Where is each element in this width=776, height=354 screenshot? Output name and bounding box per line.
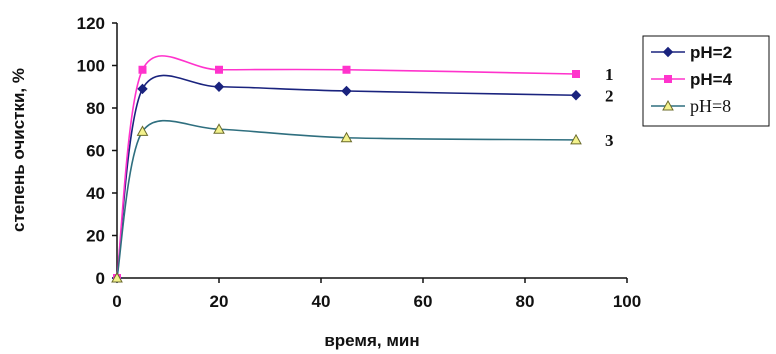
series-line	[116, 74, 577, 279]
legend-entry: pH=8	[651, 96, 731, 116]
x-tick-label: 20	[210, 292, 229, 311]
y-tick-label: 100	[77, 57, 105, 76]
curve-number-label: 2	[605, 86, 614, 105]
legend-label: pH=4	[690, 70, 733, 89]
curve-number-label: 3	[605, 131, 614, 150]
legend-marker	[662, 46, 674, 58]
series-line	[116, 119, 577, 279]
series-1	[111, 74, 582, 284]
y-tick-label: 40	[86, 184, 105, 203]
data-point	[215, 65, 223, 74]
data-point	[136, 125, 149, 136]
data-point	[342, 65, 351, 74]
curve-number-label: 1	[605, 65, 614, 84]
x-axis-title: время, мин	[324, 331, 419, 350]
x-tick-label: 100	[613, 292, 641, 311]
x-tick-label: 60	[414, 292, 433, 311]
data-point	[340, 131, 353, 143]
data-point	[213, 81, 225, 92]
data-point	[341, 85, 352, 97]
curve-labels: 2 1 3	[605, 65, 614, 150]
y-tick-label: 0	[96, 269, 105, 288]
data-point	[111, 271, 123, 283]
series-3	[111, 119, 582, 283]
data-point	[570, 133, 582, 145]
axes	[116, 23, 627, 279]
ticks: 0 20 40 60 80 100 120 0 20 40 60 80 100	[77, 14, 642, 311]
y-tick-label: 80	[86, 99, 105, 118]
legend: pH=2 pH=4 pH=8	[642, 35, 770, 127]
x-tick-label: 40	[312, 292, 331, 311]
x-tick-label: 80	[516, 292, 535, 311]
legend-label: pH=2	[690, 43, 732, 62]
y-axis-title: степень очистки, %	[9, 68, 28, 232]
legend-marker	[664, 75, 672, 83]
data-point	[138, 65, 147, 74]
data-point	[570, 90, 582, 101]
series-layer	[111, 55, 582, 284]
legend-entry: pH=4	[651, 70, 733, 89]
data-point	[213, 123, 225, 134]
data-point	[137, 83, 148, 95]
y-tick-label: 60	[86, 142, 105, 161]
y-tick-label: 20	[86, 227, 105, 246]
y-tick-label: 120	[77, 14, 105, 33]
x-tick-label: 0	[112, 292, 121, 311]
data-point	[572, 70, 580, 78]
legend-label: pH=8	[690, 96, 731, 116]
legend-marker	[662, 99, 674, 111]
legend-entry: pH=2	[651, 43, 732, 62]
